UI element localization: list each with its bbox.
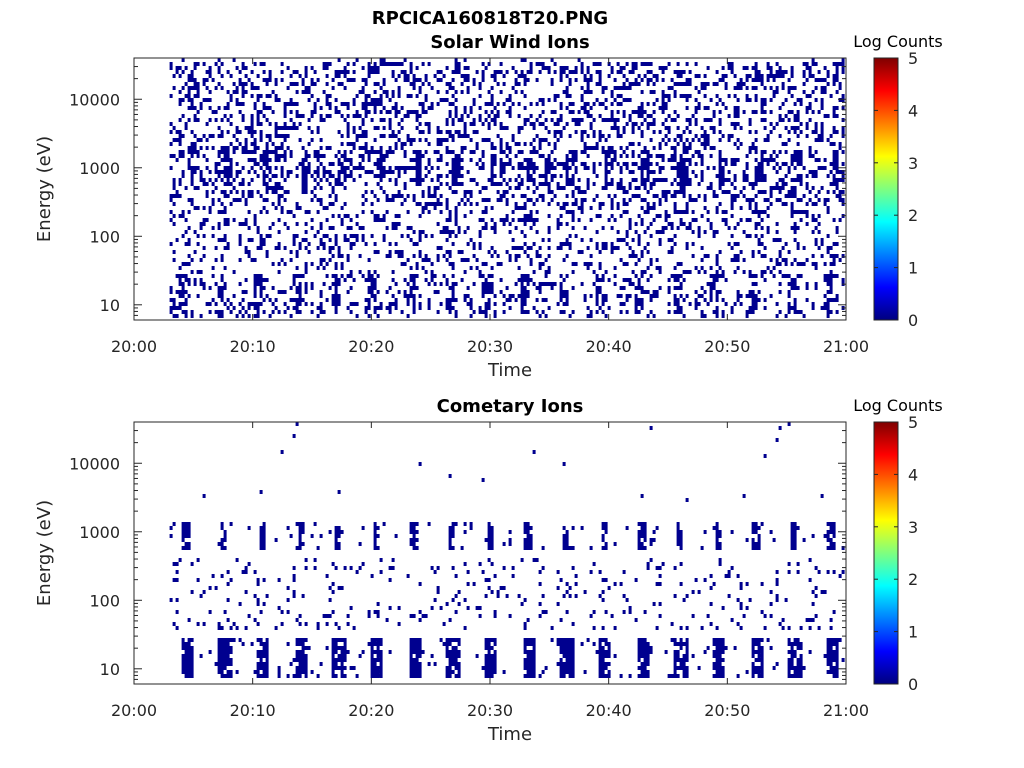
spectrogram-cells — [169, 58, 845, 318]
x-tick-label: 20:00 — [111, 701, 157, 720]
colorbar-tick-label: 2 — [908, 206, 918, 225]
panel-title: Cometary Ions — [437, 396, 584, 417]
figure-title: RPCICA160818T20.PNG — [372, 8, 608, 29]
x-tick-label: 20:30 — [467, 337, 513, 356]
colorbar — [873, 421, 899, 685]
colorbar-tick-label: 5 — [908, 413, 918, 432]
x-tick-label: 21:00 — [823, 701, 869, 720]
colorbar-tick-label: 4 — [908, 465, 918, 484]
x-tick-label: 20:40 — [586, 337, 632, 356]
colorbar-tick-label: 1 — [908, 259, 918, 278]
panels: 20:00 20:10 20:20 20:30 20:40 20:50 21:0010100… — [34, 32, 943, 745]
colorbar-tick-label: 1 — [908, 623, 918, 642]
panel-solar-wind-ions: 20:00 20:10 20:20 20:30 20:40 20:50 21:0010100… — [34, 32, 943, 381]
colorbar-tick-label: 5 — [908, 49, 918, 68]
colorbar-label: Log Counts — [853, 32, 943, 51]
x-tick-label: 20:40 — [586, 701, 632, 720]
panel-cometary-ions: 20:00 20:10 20:20 20:30 20:40 20:50 21:0010100… — [34, 396, 943, 745]
colorbar-tick-label: 4 — [908, 101, 918, 120]
plot-area — [134, 58, 846, 320]
colorbar — [873, 57, 899, 321]
y-tick-label: 1000 — [79, 523, 120, 542]
colorbar-tick-label: 0 — [908, 675, 918, 694]
y-tick-label: 10 — [100, 296, 120, 315]
y-tick-label: 10 — [100, 660, 120, 679]
x-tick-label: 20:50 — [704, 701, 750, 720]
colorbar-label: Log Counts — [853, 396, 943, 415]
x-tick-label: 20:20 — [348, 701, 394, 720]
y-tick-label: 10000 — [69, 454, 120, 473]
x-tick-label: 20:30 — [467, 701, 513, 720]
y-tick-label: 100 — [89, 227, 120, 246]
x-tick-label: 20:10 — [230, 701, 276, 720]
x-axis-label: Time — [487, 360, 532, 381]
y-axis-label: Energy (eV) — [34, 500, 55, 606]
panel-title: Solar Wind Ions — [430, 32, 589, 53]
x-tick-label: 20:10 — [230, 337, 276, 356]
x-tick-label: 20:50 — [704, 337, 750, 356]
y-tick-label: 1000 — [79, 159, 120, 178]
colorbar-tick-label: 2 — [908, 570, 918, 589]
colorbar-tick-label: 3 — [908, 154, 918, 173]
spectrogram-counts — [169, 58, 845, 318]
y-axis-label: Energy (eV) — [34, 136, 55, 242]
y-tick-label: 100 — [89, 591, 120, 610]
x-axis-label: Time — [487, 724, 532, 745]
colorbar-tick-label: 0 — [908, 311, 918, 330]
colorbar-tick-label: 3 — [908, 518, 918, 537]
y-tick-label: 10000 — [69, 90, 120, 109]
x-tick-label: 20:00 — [111, 337, 157, 356]
x-tick-label: 20:20 — [348, 337, 394, 356]
x-tick-label: 21:00 — [823, 337, 869, 356]
